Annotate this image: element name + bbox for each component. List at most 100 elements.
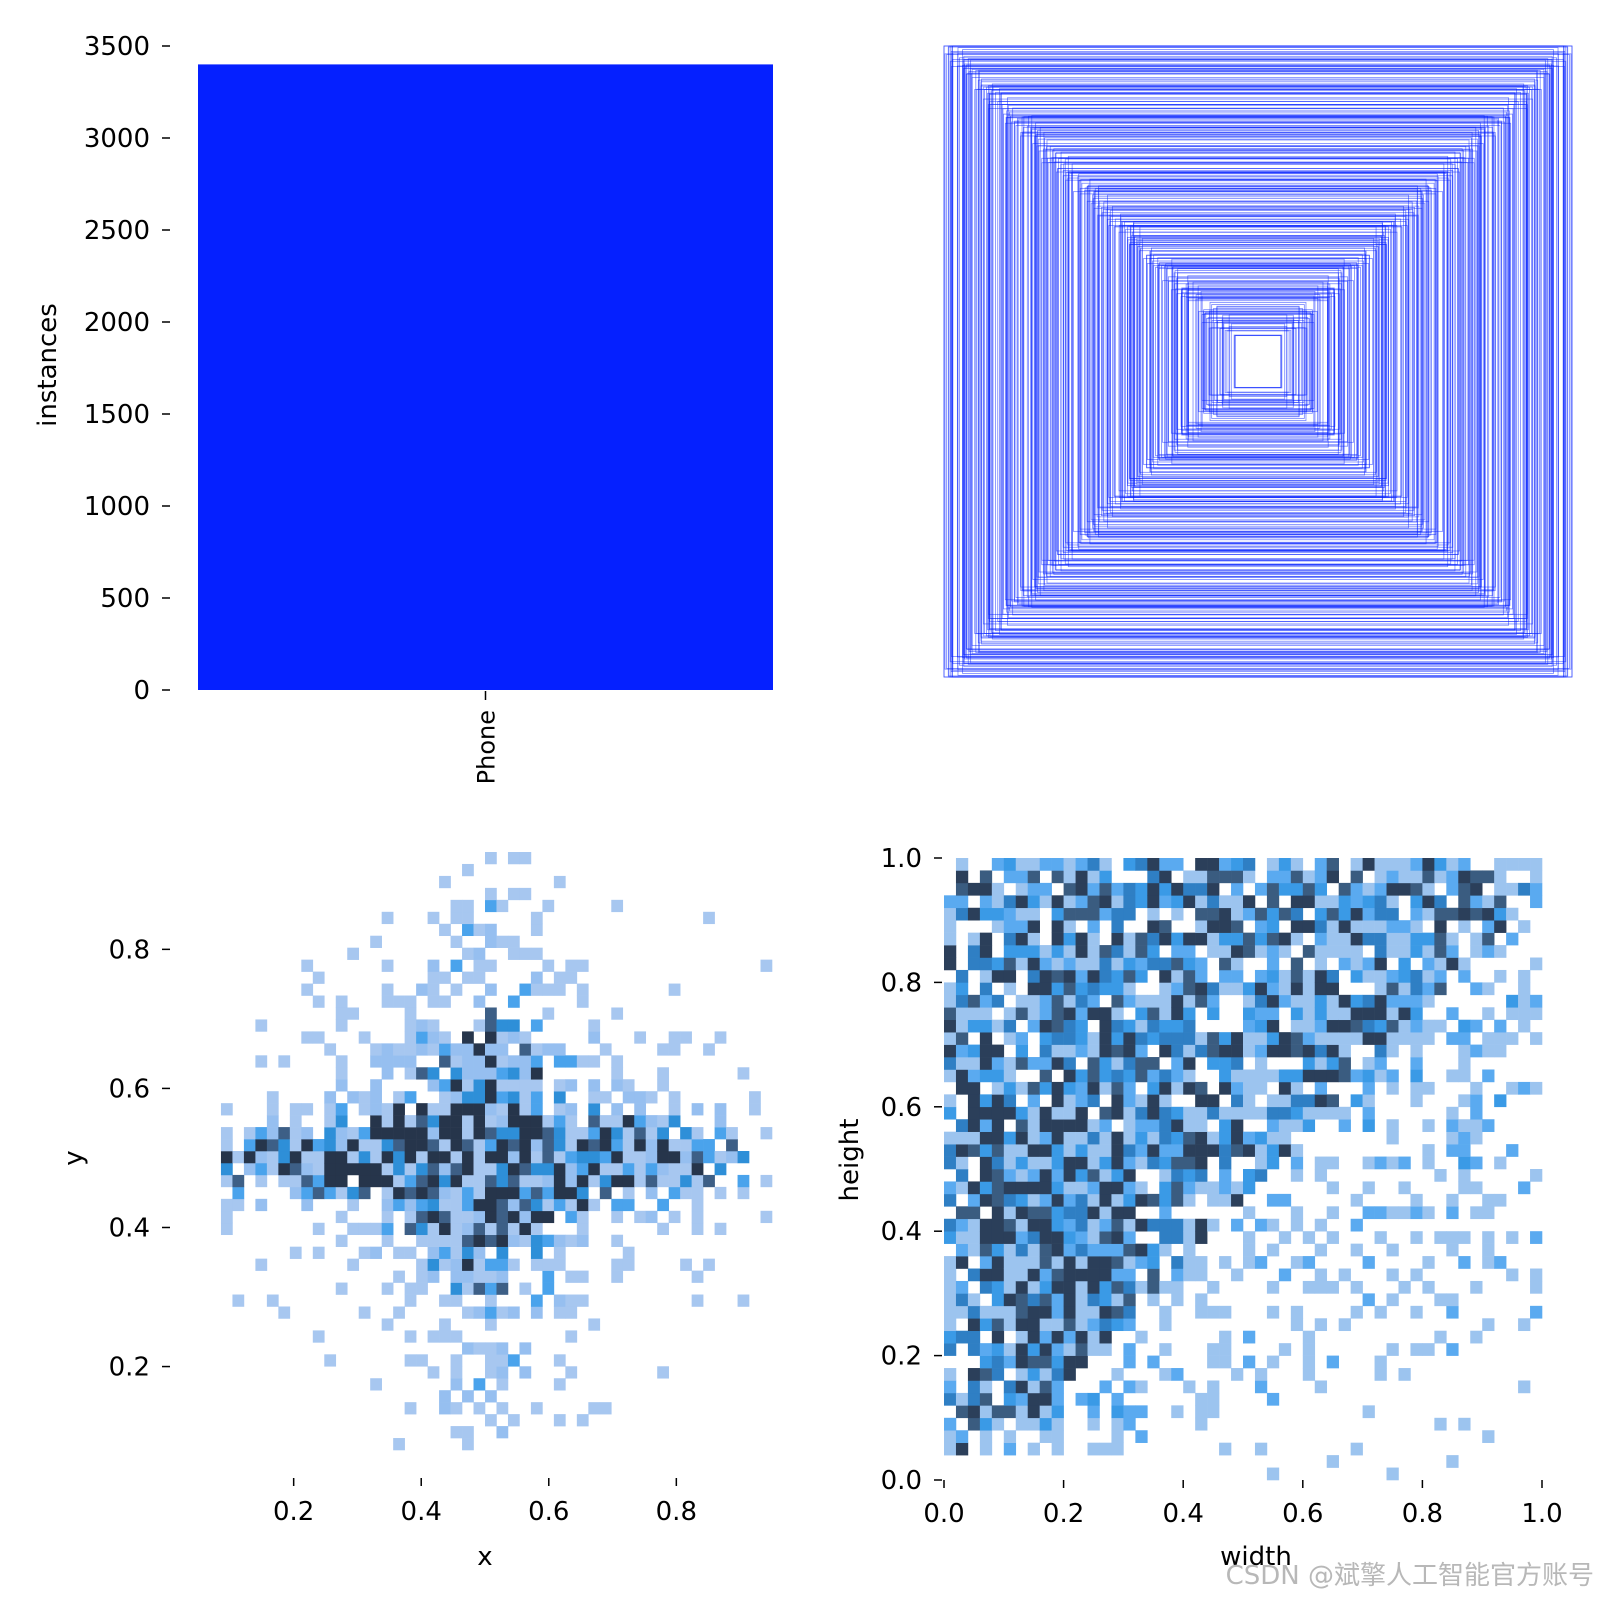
heatmap-cell bbox=[1254, 1032, 1268, 1045]
heatmap-cell bbox=[427, 983, 440, 996]
heatmap-cell bbox=[1075, 1094, 1088, 1108]
heatmap-cell bbox=[991, 858, 1005, 871]
heatmap-cell bbox=[473, 1222, 486, 1236]
label-box bbox=[1079, 193, 1437, 530]
heatmap-cell bbox=[324, 1127, 337, 1140]
heatmap-cell bbox=[507, 1055, 520, 1068]
heatmap-cell bbox=[1386, 994, 1399, 1008]
heatmap-cell bbox=[668, 1151, 681, 1164]
heatmap-cell bbox=[967, 1094, 981, 1108]
heatmap-cell bbox=[1087, 1442, 1100, 1456]
heatmap-cell bbox=[450, 1234, 463, 1247]
heatmap-cell bbox=[1195, 1044, 1208, 1058]
label-box bbox=[1223, 322, 1293, 401]
heatmap-cell bbox=[944, 1256, 957, 1269]
heatmap-cell bbox=[1290, 907, 1304, 921]
heatmap-cell bbox=[1003, 907, 1017, 921]
heatmap-cell bbox=[1075, 1392, 1088, 1406]
heatmap-cell bbox=[668, 1115, 681, 1128]
heatmap-cell bbox=[1386, 907, 1399, 921]
label-box bbox=[1214, 322, 1302, 401]
heatmap-cell bbox=[1003, 1193, 1017, 1207]
heatmap-cell bbox=[1278, 1032, 1292, 1045]
heatmap-cell bbox=[1087, 1131, 1100, 1145]
heatmap-cell bbox=[967, 1417, 981, 1431]
heatmap-cell bbox=[1470, 1019, 1483, 1033]
heatmap-cell bbox=[1051, 957, 1064, 971]
heatmap-cell bbox=[1003, 1305, 1017, 1319]
heatmap-cell bbox=[1362, 1405, 1375, 1419]
heatmap-cell bbox=[496, 1366, 509, 1379]
heatmap-cell bbox=[1243, 1019, 1256, 1033]
heatmap-cell bbox=[1195, 907, 1208, 921]
heatmap-cell bbox=[416, 1127, 428, 1140]
heatmap-cell bbox=[588, 1162, 601, 1176]
heatmap-cell bbox=[944, 1380, 957, 1394]
heatmap-cell bbox=[1135, 1405, 1148, 1419]
heatmap-cell bbox=[1087, 1044, 1100, 1058]
heatmap-cell bbox=[266, 1091, 279, 1104]
heatmap-cell bbox=[1039, 957, 1052, 971]
label-box bbox=[1127, 236, 1389, 487]
heatmap-cell bbox=[1123, 994, 1136, 1008]
heatmap-cell bbox=[588, 1174, 601, 1188]
heatmap-cell bbox=[404, 1127, 417, 1140]
heatmap-cell bbox=[1087, 1243, 1100, 1257]
heatmap-cell bbox=[1123, 1181, 1136, 1195]
heatmap-cell bbox=[1207, 1380, 1220, 1394]
heatmap-cell bbox=[530, 1139, 543, 1152]
heatmap-cell bbox=[427, 1174, 440, 1188]
heatmap-cell bbox=[1123, 982, 1136, 996]
heatmap-cell bbox=[1087, 994, 1100, 1008]
label-box bbox=[1026, 125, 1490, 598]
heatmap-cell bbox=[439, 1079, 451, 1092]
heatmap-cell bbox=[1075, 1206, 1088, 1220]
heatmap-cell bbox=[312, 1031, 325, 1044]
label-box bbox=[1130, 235, 1386, 488]
label-box bbox=[1081, 182, 1435, 541]
heatmap-cell bbox=[347, 1222, 360, 1236]
heatmap-cell bbox=[553, 1091, 566, 1104]
heatmap-cell bbox=[335, 1174, 348, 1188]
heatmap-cell bbox=[1266, 882, 1280, 896]
heatmap-cell bbox=[979, 994, 993, 1008]
heatmap-cell bbox=[967, 1305, 981, 1319]
heatmap-cell bbox=[1159, 1094, 1172, 1108]
heatmap-cell bbox=[1434, 945, 1447, 958]
heatmap-cell bbox=[335, 1019, 348, 1032]
heatmap-cell bbox=[1051, 932, 1064, 946]
label-box bbox=[1186, 290, 1330, 433]
heatmap-cell bbox=[496, 1402, 509, 1415]
heatmap-cell bbox=[243, 1139, 256, 1152]
heatmap-cell bbox=[289, 1103, 302, 1116]
heatmap-cell bbox=[1350, 1007, 1363, 1021]
heatmap-cell bbox=[1362, 957, 1375, 971]
heatmap-cell bbox=[1446, 945, 1459, 958]
heatmap-cell bbox=[1326, 969, 1339, 983]
label-box bbox=[1167, 276, 1349, 447]
heatmap-cell bbox=[232, 1186, 245, 1200]
heatmap-cell bbox=[944, 1368, 957, 1381]
label-box bbox=[971, 77, 1545, 646]
heatmap-cell bbox=[427, 1222, 440, 1236]
heatmap-cell bbox=[944, 907, 957, 921]
label-box bbox=[1181, 292, 1335, 431]
heatmap-cell bbox=[1266, 1094, 1280, 1108]
heatmap-cell bbox=[324, 1354, 337, 1367]
heatmap-cell bbox=[1243, 1106, 1256, 1120]
heatmap-cell bbox=[1350, 1193, 1363, 1207]
heatmap-cell bbox=[1135, 1280, 1148, 1294]
label-box bbox=[1217, 320, 1299, 403]
heatmap-cell bbox=[1063, 1218, 1076, 1232]
heatmap-cell bbox=[473, 1186, 486, 1200]
heatmap-cell bbox=[450, 1282, 463, 1295]
heatmap-cell bbox=[1123, 1268, 1136, 1282]
heatmap-cell bbox=[1374, 982, 1387, 996]
heatmap-cell bbox=[1482, 1069, 1495, 1083]
heatmap-cell bbox=[1278, 907, 1292, 921]
heatmap-cell bbox=[1027, 895, 1040, 909]
heatmap-cell bbox=[1410, 895, 1423, 909]
heatmap-cell bbox=[1350, 932, 1363, 946]
heatmap-cell bbox=[1350, 1305, 1363, 1319]
heatmap-cell bbox=[1027, 1368, 1040, 1381]
